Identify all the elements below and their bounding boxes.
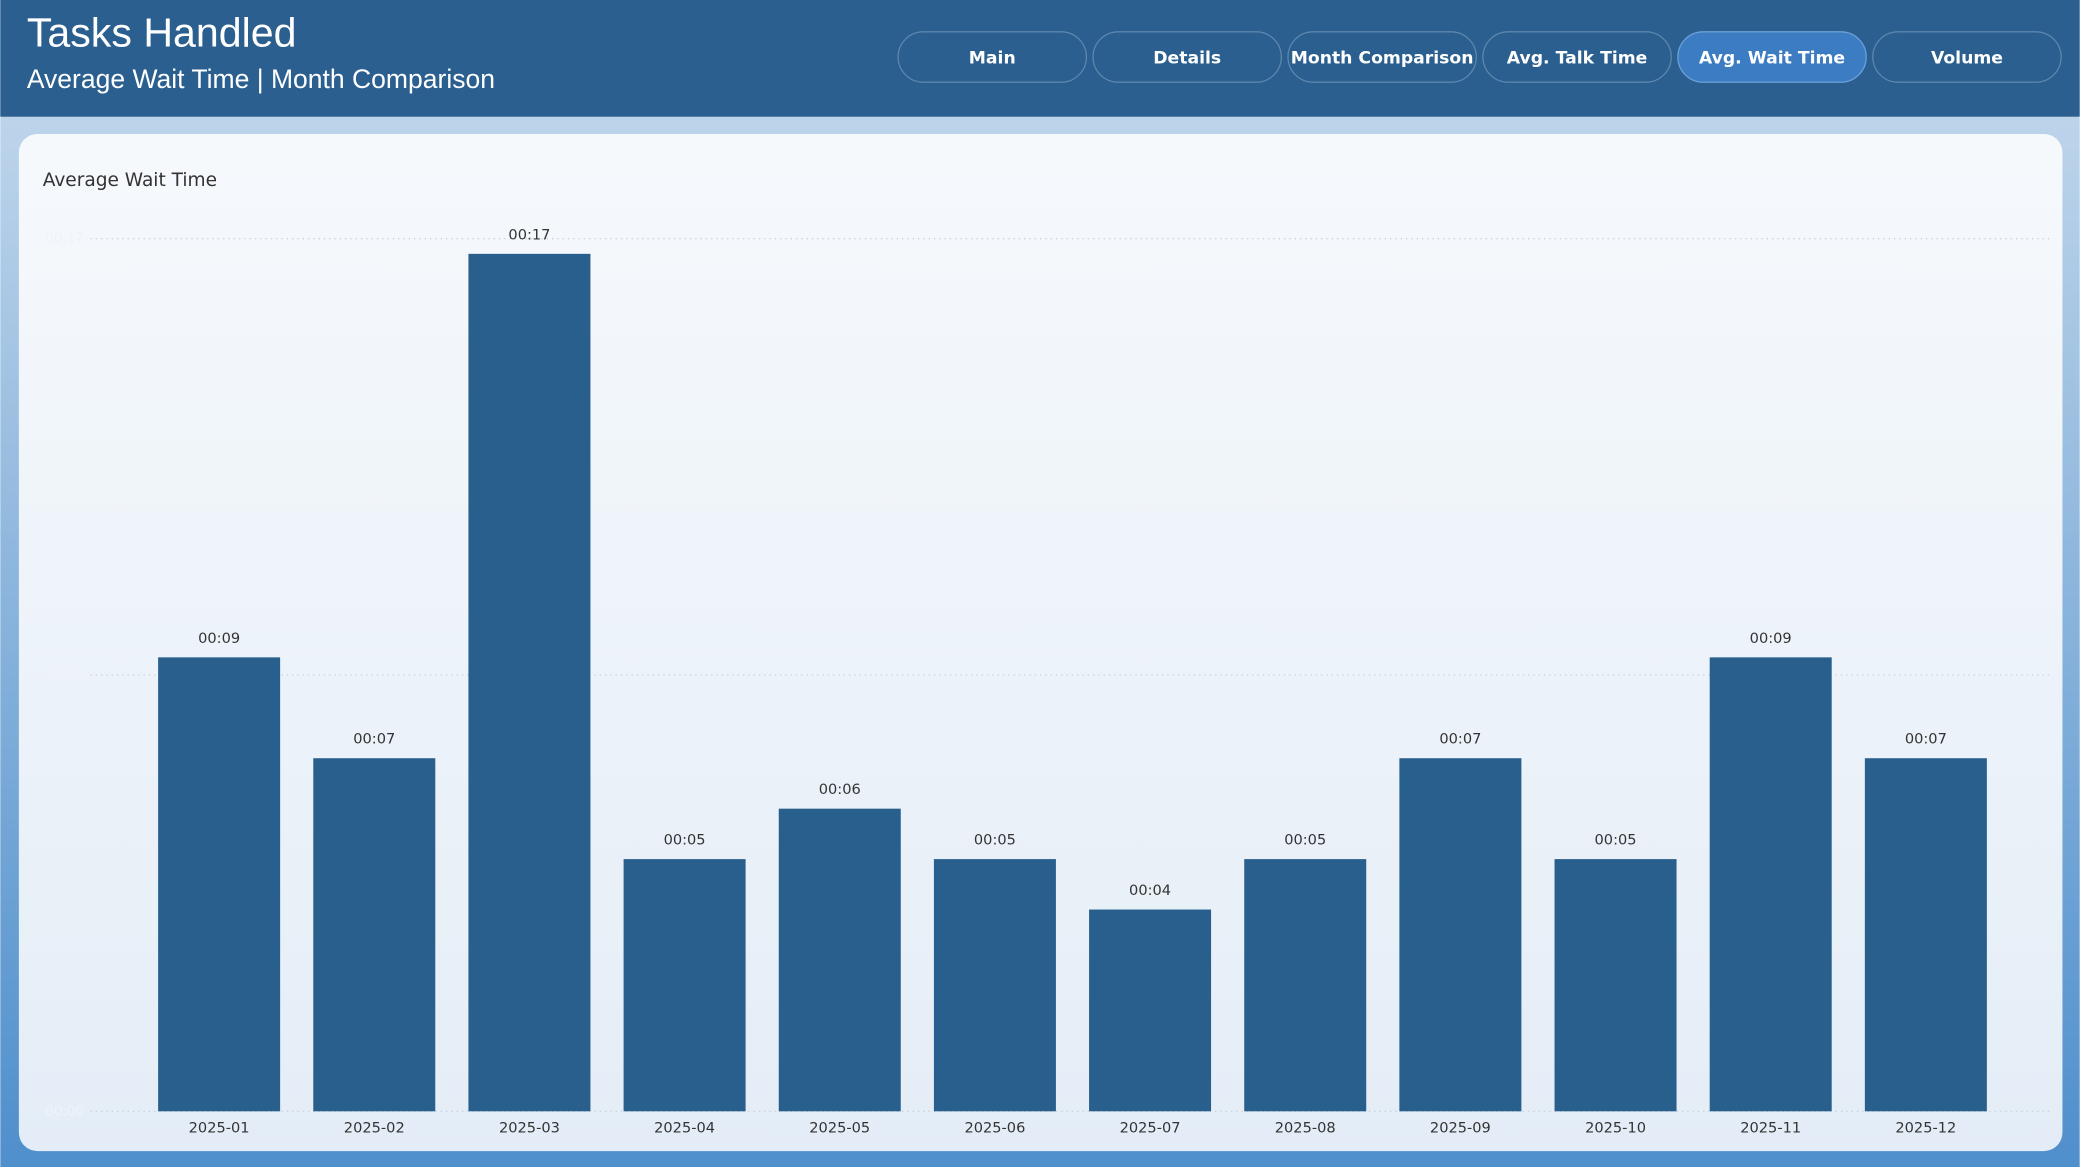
y-tick-label: 00:00 [45, 1104, 83, 1119]
x-tick-label: 2025-05 [809, 1120, 870, 1137]
bar [468, 253, 591, 1112]
bar [623, 859, 746, 1112]
x-tick-label: 2025-09 [1430, 1120, 1491, 1137]
x-tick-label: 2025-01 [189, 1120, 250, 1137]
x-tick-label: 2025-02 [344, 1120, 405, 1137]
x-tick-label: 2025-06 [964, 1120, 1025, 1137]
bar [1554, 859, 1677, 1112]
bar [158, 657, 281, 1112]
nav-button[interactable] [1872, 31, 2062, 83]
value-label: 00:07 [1439, 731, 1481, 748]
value-label: 00:04 [1129, 882, 1171, 899]
value-label: 00:05 [664, 832, 706, 849]
x-tick-label: 2025-11 [1740, 1120, 1801, 1137]
value-label: 00:06 [819, 781, 861, 798]
nav-button-label[interactable]: Details [1153, 48, 1221, 68]
nav-button[interactable] [1092, 31, 1283, 83]
page-title: Tasks Handled [27, 10, 297, 56]
x-tick-label: 2025-04 [654, 1120, 715, 1137]
x-tick-label: 2025-03 [499, 1120, 560, 1137]
value-label: 00:05 [1595, 832, 1637, 849]
nav-button-label[interactable]: Volume [1931, 48, 2003, 68]
x-tick-label: 2025-10 [1585, 1120, 1646, 1137]
nav-button[interactable] [1677, 31, 1867, 83]
value-label: 00:17 [508, 226, 550, 243]
bar [1089, 909, 1212, 1112]
value-label: 00:07 [1905, 731, 1947, 748]
x-tick-label: 2025-08 [1275, 1120, 1336, 1137]
y-tick-label: 00:09 [45, 668, 83, 683]
bar [1244, 859, 1367, 1112]
nav-button-label[interactable]: Month Comparison [1291, 48, 1474, 68]
page-subtitle: Average Wait Time | Month Comparison [27, 64, 495, 94]
nav-button[interactable] [1287, 31, 1477, 83]
x-tick-label: 2025-12 [1895, 1120, 1956, 1137]
nav-button-label[interactable]: Avg. Wait Time [1699, 48, 1845, 68]
plot-area: 00:00 00:09 00:17 00:09 2025-01 00:07 2025-02 0… [45, 226, 2050, 1137]
bar [313, 758, 436, 1112]
bar [933, 859, 1056, 1112]
value-label: 00:05 [1284, 832, 1326, 849]
value-label: 00:05 [974, 832, 1016, 849]
x-tick-label: 2025-07 [1120, 1120, 1181, 1137]
nav-bar: Main Details Month Comparison Avg. Talk Tim… [897, 31, 2062, 83]
bar [1864, 758, 1987, 1112]
value-label: 00:07 [353, 731, 395, 748]
nav-button-label[interactable]: Avg. Talk Time [1507, 48, 1648, 68]
value-label: 00:09 [1750, 630, 1792, 647]
nav-button[interactable] [897, 31, 1088, 83]
bar [778, 808, 901, 1112]
y-tick-label: 00:17 [45, 232, 83, 247]
nav-button-label[interactable]: Main [969, 48, 1016, 68]
bar [1709, 657, 1832, 1112]
nav-button[interactable] [1482, 31, 1672, 83]
chart-title: Average Wait Time [43, 170, 217, 191]
bar [1399, 758, 1522, 1112]
value-label: 00:09 [198, 630, 240, 647]
